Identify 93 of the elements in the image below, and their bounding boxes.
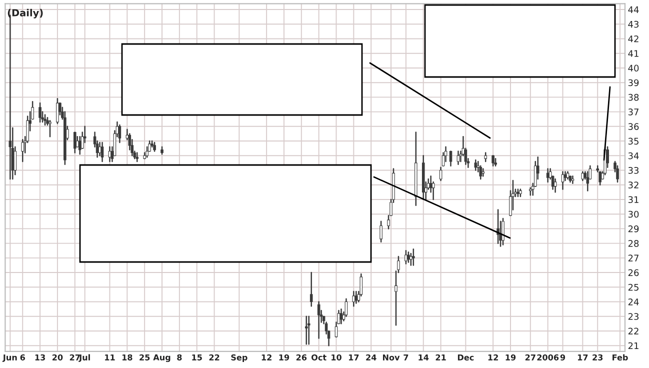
x-tick-label: 20 <box>52 354 63 360</box>
x-tick-label: 11 <box>105 354 115 360</box>
x-tick-label: 15 <box>192 354 202 360</box>
y-tick-label: 29 <box>628 225 639 232</box>
y-tick-label: 28 <box>628 240 639 247</box>
candlestick <box>502 218 504 246</box>
candlestick <box>554 178 557 193</box>
y-tick-label: 32 <box>628 182 638 188</box>
candlestick <box>118 124 122 144</box>
candlestick <box>21 138 24 162</box>
candlestick <box>310 272 313 307</box>
candlestick <box>304 316 308 345</box>
candlestick <box>354 290 358 304</box>
y-tick-label: 21 <box>628 342 638 350</box>
x-tick-label: 18 <box>122 354 132 360</box>
y-tick-label: 35 <box>628 138 638 145</box>
x-tick-label: 22 <box>209 354 220 360</box>
candlestick <box>412 248 415 266</box>
candlestick <box>492 155 494 166</box>
candlestick <box>616 165 619 183</box>
x-tick-label: 25 <box>140 354 150 360</box>
y-tick-label: 42 <box>628 35 638 42</box>
candlestick <box>44 114 46 126</box>
y-tick-label: 31 <box>628 196 638 204</box>
candlestick <box>407 251 410 263</box>
x-tick-label: 19 <box>506 354 516 360</box>
x-tick-label: Jun <box>2 354 17 362</box>
y-tick-label: 39 <box>628 79 639 86</box>
candlestick <box>404 250 408 264</box>
candlestick <box>56 98 59 124</box>
x-tick-label: Aug <box>153 354 170 362</box>
x-tick-label: Oct <box>311 354 326 360</box>
candlestick <box>317 301 320 339</box>
candlestick <box>439 166 442 182</box>
candlestick <box>380 220 382 242</box>
x-tick-label: 17 <box>578 354 588 360</box>
candlestick <box>38 102 42 123</box>
y-tick-label: 33 <box>628 166 639 174</box>
y-tick-label: 37 <box>628 108 638 116</box>
y-tick-label: 43 <box>628 20 639 28</box>
y-tick-label: 23 <box>628 313 639 320</box>
candlestick <box>100 142 104 162</box>
x-tick-label: 7 <box>404 354 408 360</box>
text: (Daily) <box>8 8 43 18</box>
candlestick <box>444 146 448 162</box>
x-tick-label: 14 <box>418 354 429 360</box>
candlestick <box>586 171 590 192</box>
x-tick-label: Dec <box>458 354 474 360</box>
y-tick-label: 40 <box>628 64 639 72</box>
candlestick <box>546 168 550 183</box>
y-tick-label: 38 <box>628 94 639 101</box>
y-tick-label: 41 <box>628 50 638 57</box>
candlestick <box>571 175 574 184</box>
candlestick <box>307 316 310 345</box>
y-tick-label: 34 <box>628 152 639 160</box>
y-tick-label: 24 <box>628 298 639 306</box>
x-tick-label: Sep <box>231 354 248 362</box>
candlestick <box>561 171 564 190</box>
candlestick <box>352 290 356 307</box>
candlestick <box>474 159 478 171</box>
x-tick-label: 2006 <box>537 354 559 360</box>
y-tick-label: 25 <box>628 284 638 291</box>
x-tick-label: 13 <box>35 354 46 360</box>
x-tick-label: 6 <box>20 354 25 360</box>
candlestick <box>449 150 452 166</box>
candlestick <box>324 322 328 335</box>
x-tick-label: 17 <box>348 354 359 360</box>
candlestick <box>108 146 112 162</box>
candlestick <box>479 165 482 180</box>
candlestick <box>410 252 412 266</box>
x-tick-label: 10 <box>332 354 342 360</box>
x-tick-label: Feb <box>612 354 628 360</box>
candlestick <box>48 120 52 138</box>
x-tick-label: 21 <box>436 354 446 360</box>
x-tick-label: 12 <box>488 354 498 360</box>
x-tick-label: 24 <box>366 354 376 360</box>
x-tick-label: 19 <box>279 354 290 360</box>
x-tick-label: 23 <box>592 354 603 360</box>
candlestick <box>340 308 343 324</box>
y-tick-label: 26 <box>628 269 639 276</box>
candlestick <box>456 150 460 166</box>
x-tick-label: 26 <box>296 354 307 360</box>
y-tick-label: 44 <box>628 6 639 13</box>
candlestick <box>73 132 76 154</box>
y-tick-label: 30 <box>628 210 639 218</box>
x-tick-label: 12 <box>262 354 272 360</box>
x-tick-label: 27 <box>525 354 536 360</box>
x-tick-label: Nov <box>382 354 400 360</box>
y-tick-label: 36 <box>628 123 639 130</box>
x-tick-label: 9 <box>560 354 566 360</box>
x-tick-label: 8 <box>177 354 182 360</box>
y-tick-label: 27 <box>628 254 638 262</box>
y-tick-label: 22 <box>628 328 638 334</box>
